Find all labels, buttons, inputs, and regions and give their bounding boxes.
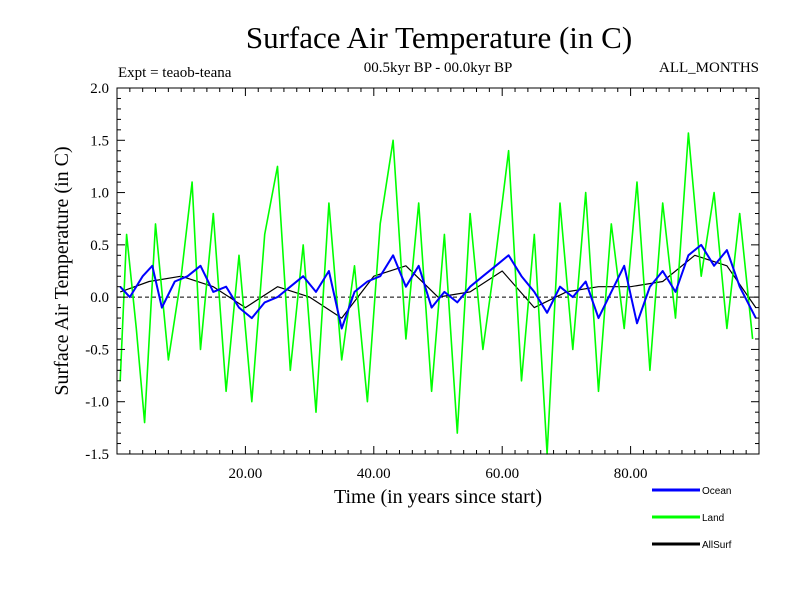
series-line-ocean bbox=[119, 243, 757, 330]
series-line-land bbox=[119, 132, 754, 455]
x-tick-label: 80.00 bbox=[614, 466, 648, 482]
legend-label-allsurf: AllSurf bbox=[702, 540, 732, 551]
x-tick-label: 20.00 bbox=[229, 466, 263, 482]
y-tick-label: 0.5 bbox=[90, 238, 109, 254]
chart-subtitle-center: 00.5kyr BP - 00.0kyr BP bbox=[364, 60, 513, 76]
y-axis-ticks: 2.0 1.5 1.0 0.5 0.0 -0.5 -1.0 -1.5 bbox=[85, 81, 759, 463]
x-axis-ticks: 20.00 40.00 60.00 80.00 bbox=[129, 88, 747, 482]
y-tick-label: -1.0 bbox=[85, 395, 109, 411]
chart-subtitle-left: Expt = teaob-teana bbox=[118, 65, 232, 81]
y-axis-label: Surface Air Temperature (in C) bbox=[51, 146, 73, 395]
y-tick-label: 1.0 bbox=[90, 186, 109, 202]
y-tick-label: 2.0 bbox=[90, 81, 109, 97]
chart-title: Surface Air Temperature (in C) bbox=[246, 20, 632, 55]
chart-subtitle-right: ALL_MONTHS bbox=[659, 60, 759, 76]
y-tick-label: 0.0 bbox=[90, 290, 109, 306]
legend-label-ocean: Ocean bbox=[702, 486, 731, 497]
legend: Ocean Land AllSurf bbox=[652, 486, 732, 551]
x-tick-label: 40.00 bbox=[357, 466, 391, 482]
legend-label-land: Land bbox=[702, 513, 724, 524]
y-tick-label: -0.5 bbox=[85, 342, 109, 358]
x-tick-label: 60.00 bbox=[485, 466, 519, 482]
plot-area bbox=[117, 132, 759, 455]
y-tick-label: 1.5 bbox=[90, 133, 109, 149]
x-axis-label: Time (in years since start) bbox=[334, 486, 542, 508]
y-tick-label: -1.5 bbox=[85, 447, 109, 463]
